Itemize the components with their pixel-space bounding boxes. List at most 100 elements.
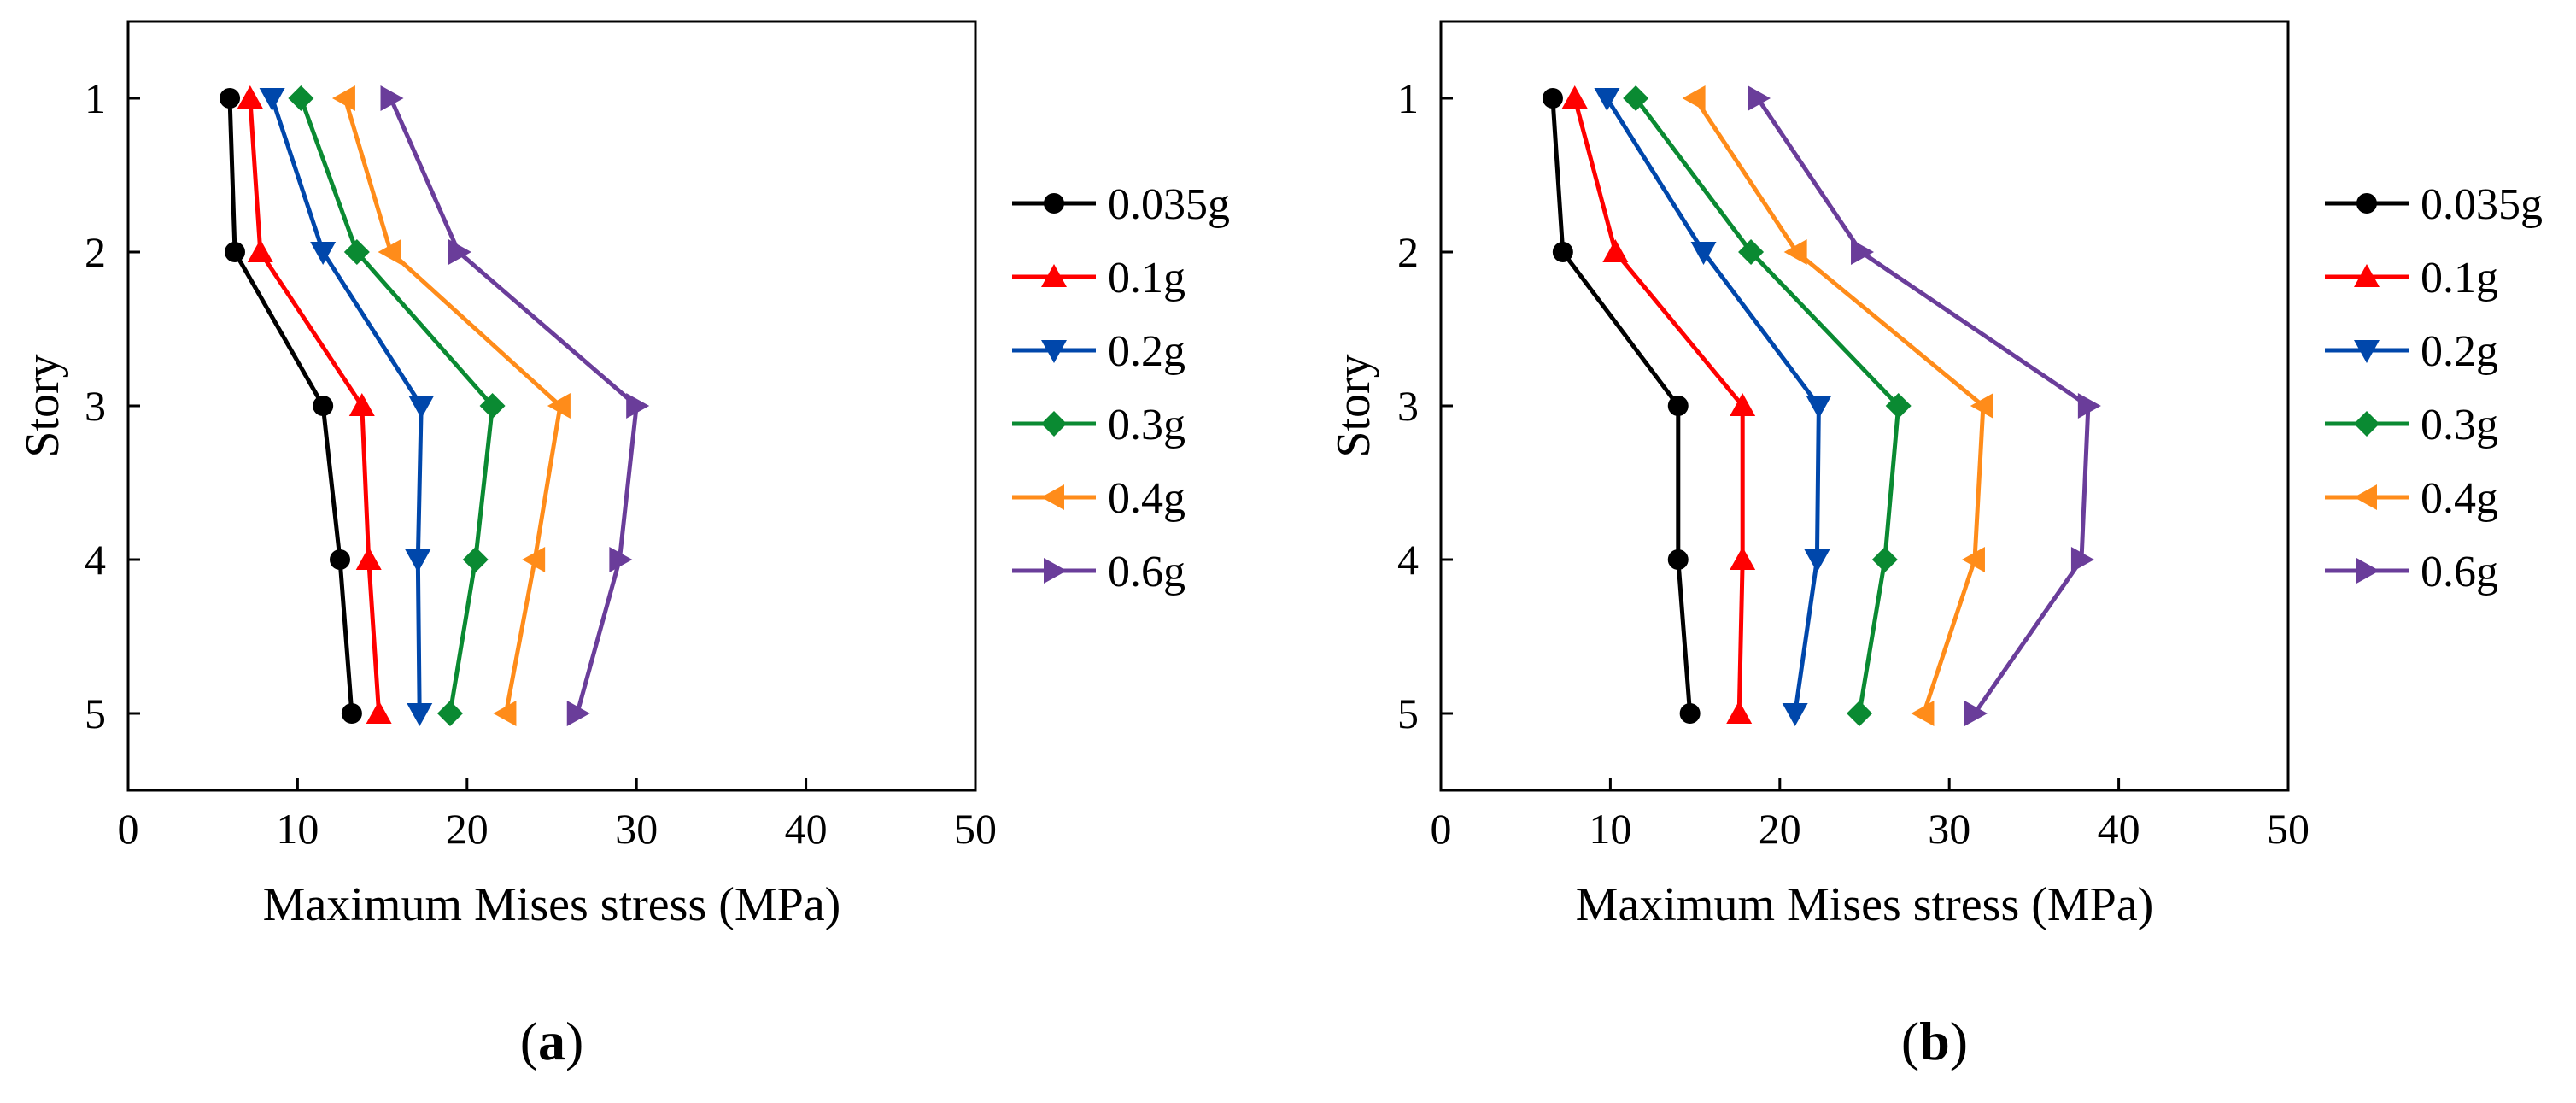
panel-a-data-point-0.6g [448, 239, 471, 265]
panel-b-series-0.3g [1623, 85, 1912, 726]
panel-b-series-line-0.1g [1572, 97, 1745, 714]
panel-a-series-0.2g [259, 88, 435, 726]
panel-a-data-point-0.035g [224, 242, 245, 262]
panel-a-y-ticks: 1 2 3 4 5 [85, 74, 140, 737]
panel-a-data-point-0.3g [436, 701, 463, 726]
panel-a-x-tick-label: 10 [276, 805, 319, 853]
panel-a-caption: (a) [520, 1011, 584, 1071]
panel-b-legend-marker-0.2g [2354, 340, 2380, 363]
panel-a-data-point-0.035g [313, 396, 334, 416]
panel-a-x-tick-label: 40 [785, 805, 828, 853]
panel-a-data-point-0.4g [331, 85, 355, 111]
panel-a-legend-label: 0.2g [1108, 327, 1186, 376]
panel-b-data-point-0.3g [1847, 701, 1873, 726]
panel-b-data-point-0.6g [2070, 547, 2094, 572]
panel-a-series-0.1g [237, 85, 392, 724]
panel-a-caption-letter: a [538, 1011, 565, 1071]
panel-a-data-point-0.2g [310, 242, 337, 265]
panel-b-legend-marker-0.4g [2354, 484, 2377, 510]
panel-a-x-tick-label: 50 [954, 805, 997, 853]
panel-b-x-tick-label: 20 [1759, 805, 1801, 853]
panel-b-series-layer [1542, 85, 2101, 726]
panel-a-data-point-0.6g [609, 547, 633, 572]
panel-b-data-point-0.035g [1542, 88, 1563, 109]
panel-a-data-point-0.035g [330, 549, 350, 570]
panel-b-series-0.2g [1594, 88, 1832, 726]
panel-a: 0 10 20 30 40 50 1 2 3 4 5 Maximum Mises stress (… [16, 20, 1230, 1071]
panel-b-y-tick-label: 4 [1397, 536, 1419, 584]
panel-b-data-point-0.035g [1552, 242, 1573, 262]
panel-a-data-point-0.4g [522, 547, 546, 572]
panel-b-data-point-0.2g [1594, 88, 1620, 111]
panel-b-y-tick-label: 2 [1397, 228, 1419, 276]
panel-b-caption: (b) [1901, 1011, 1968, 1071]
panel-b-data-point-0.035g [1667, 549, 1689, 570]
panel-a-data-point-0.035g [220, 88, 241, 109]
panel-b-legend-label: 0.6g [2421, 548, 2498, 596]
panel-a-x-tick-label: 30 [615, 805, 658, 853]
panel-a-y-tick-label: 3 [85, 382, 106, 430]
panel-b-data-point-0.6g [2077, 393, 2101, 419]
panel-b-data-point-0.035g [1679, 703, 1701, 724]
panel-b-legend-label: 0.2g [2421, 327, 2498, 376]
panel-b-data-point-0.6g [1851, 239, 1875, 265]
panel-a-data-point-0.4g [547, 393, 571, 419]
panel-a-data-point-0.1g [355, 547, 382, 570]
panel-b-data-point-0.6g [1748, 85, 1771, 111]
panel-b-data-point-0.1g [1602, 239, 1629, 262]
panel-a-data-point-0.3g [288, 85, 314, 111]
panel-a-legend-label: 0.3g [1108, 401, 1186, 449]
panel-a-data-point-0.3g [343, 239, 370, 265]
panel-b-data-point-0.6g [1964, 701, 1988, 726]
panel-b-data-point-0.1g [1561, 85, 1588, 109]
panel-b-data-point-0.3g [1738, 239, 1765, 265]
panel-b-data-point-0.3g [1885, 393, 1912, 419]
panel-a-data-point-0.3g [462, 547, 489, 572]
panel-a-data-point-0.6g [566, 701, 590, 726]
panel-a-data-point-0.1g [348, 393, 375, 416]
panel-b: 0 10 20 30 40 50 1 2 3 4 5 Maximum Mises stress (… [1327, 20, 2543, 1071]
panel-a-data-point-0.2g [259, 88, 285, 111]
panel-a-legend-label: 0.035g [1108, 180, 1230, 229]
panel-b-y-ticks: 1 2 3 4 5 [1397, 74, 1453, 737]
panel-b-legend-label: 0.035g [2421, 180, 2543, 229]
panel-b-legend-marker-0.1g [2354, 264, 2380, 287]
panel-a-legend-label: 0.6g [1108, 548, 1186, 596]
panel-b-data-point-0.3g [1623, 85, 1649, 111]
panel-b-legend-label: 0.1g [2421, 254, 2498, 302]
panel-b-data-point-0.4g [1682, 85, 1706, 111]
panel-b-x-tick-label: 0 [1431, 805, 1452, 853]
panel-a-data-point-0.6g [380, 85, 404, 111]
panel-b-data-point-0.1g [1730, 547, 1756, 570]
panel-a-series-0.3g [288, 85, 506, 726]
panel-b-caption-letter: b [1919, 1011, 1950, 1071]
panel-b-x-tick-label: 10 [1589, 805, 1631, 853]
panel-b-legend-marker-0.035g [2356, 193, 2377, 214]
panel-a-legend-marker-0.3g [1041, 411, 1067, 437]
panel-b-data-point-0.2g [1804, 549, 1830, 572]
panel-b-y-tick-label: 5 [1397, 689, 1419, 737]
panel-a-x-tick-label: 0 [118, 805, 139, 853]
panel-b-data-point-0.4g [1961, 547, 1985, 572]
panel-a-legend: 0.035g 0.1g 0.2g 0.3g 0.4g 0.6g [1012, 180, 1230, 596]
panel-b-series-line-0.2g [1605, 97, 1821, 714]
panel-a-y-axis-label: Story [16, 354, 69, 457]
panel-b-x-tick-label: 50 [2267, 805, 2310, 853]
panel-b-data-point-0.3g [1871, 547, 1898, 572]
panel-a-data-point-0.2g [408, 396, 435, 419]
panel-b-data-point-0.4g [1970, 393, 1993, 419]
panel-a-series-layer [220, 85, 650, 726]
panel-a-x-ticks: 0 10 20 30 40 50 [118, 778, 997, 853]
panel-b-x-tick-label: 30 [1928, 805, 1970, 853]
panel-b-data-point-0.035g [1667, 396, 1689, 416]
panel-a-legend-marker-0.6g [1044, 558, 1067, 584]
panel-a-x-axis-label: Maximum Mises stress (MPa) [263, 878, 841, 931]
panel-a-series-0.4g [331, 85, 571, 726]
panel-a-x-tick-label: 20 [446, 805, 489, 853]
panel-a-data-point-0.4g [378, 239, 401, 265]
panel-a-legend-marker-0.1g [1041, 264, 1067, 287]
panel-a-series-line-0.4g [342, 97, 563, 714]
panel-b-legend: 0.035g 0.1g 0.2g 0.3g 0.4g 0.6g [2325, 180, 2543, 596]
panel-b-series-0.1g [1561, 85, 1756, 724]
panel-b-legend-marker-0.3g [2354, 411, 2380, 437]
